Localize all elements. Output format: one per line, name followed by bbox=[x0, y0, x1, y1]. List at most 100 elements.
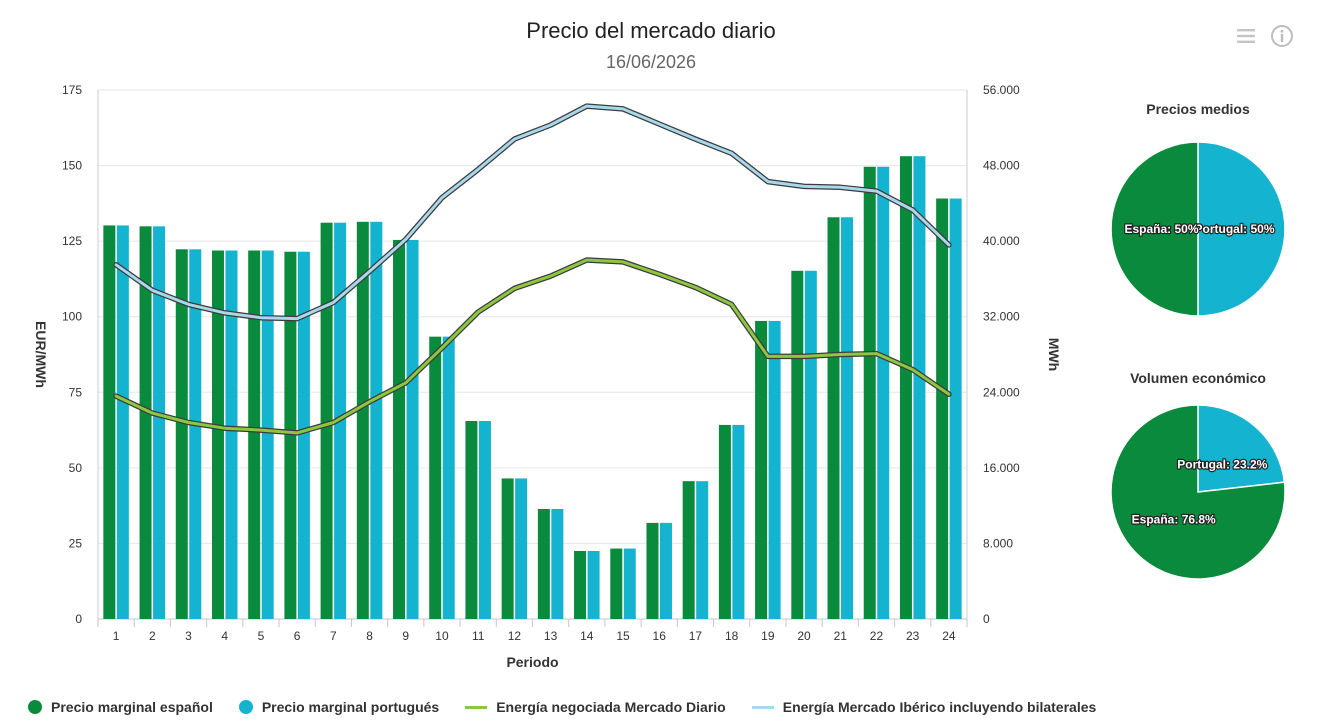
bar-spain bbox=[175, 249, 188, 619]
y2-tick-label: 32.000 bbox=[983, 310, 1020, 324]
line-energia-iberico bbox=[114, 104, 951, 321]
bar-spain bbox=[863, 166, 876, 619]
x-tick-label: 16 bbox=[653, 629, 667, 643]
pie-slice-label: España: 76.8% bbox=[1132, 512, 1216, 526]
chart-subtitle: 16/06/2026 bbox=[605, 52, 697, 72]
bar-spain bbox=[501, 478, 514, 619]
y-tick-label: 50 bbox=[69, 461, 83, 475]
legend-marker-dot bbox=[28, 700, 42, 714]
legend-item[interactable]: Precio marginal portugués bbox=[238, 699, 440, 715]
y-tick-label: 25 bbox=[69, 536, 83, 550]
pie-chart: Precios medios Portugal: 50%España: 50% bbox=[1110, 101, 1286, 317]
y2-tick-label: 24.000 bbox=[983, 385, 1020, 399]
x-tick-label: 12 bbox=[508, 629, 522, 643]
hamburger-menu-icon[interactable] bbox=[1234, 24, 1258, 48]
x-tick-label: 7 bbox=[330, 629, 337, 643]
pie-slice-label: Portugal: 23.2% bbox=[1177, 458, 1267, 472]
x-tick-label: 13 bbox=[544, 629, 558, 643]
line-series bbox=[113, 103, 952, 322]
y2-tick-label: 56.000 bbox=[983, 83, 1020, 97]
y-tick-label: 150 bbox=[62, 159, 82, 173]
legend-marker-dot bbox=[238, 700, 253, 714]
bar-series bbox=[116, 156, 962, 620]
pie-slice bbox=[1197, 404, 1286, 493]
y-tick-label: 0 bbox=[75, 612, 82, 626]
line-outline bbox=[113, 103, 952, 322]
chart-title: Precio del mercado diario bbox=[526, 18, 776, 43]
chart-canvas: 025507510012515017508.00016.00024.00032.… bbox=[33, 83, 1286, 670]
pie-slice-label: Portugal: 50% bbox=[1194, 222, 1274, 236]
y2-tick-label: 0 bbox=[983, 612, 990, 626]
pie-slice bbox=[1110, 404, 1286, 580]
bar-portugal bbox=[370, 221, 383, 619]
x-tick-label: 21 bbox=[834, 629, 848, 643]
bar-portugal bbox=[261, 250, 274, 619]
bar-portugal bbox=[297, 251, 310, 620]
legend-marker-line bbox=[465, 705, 488, 709]
bar-portugal bbox=[189, 249, 202, 619]
y2-tick-label: 8.000 bbox=[983, 536, 1013, 550]
bar-spain bbox=[610, 548, 623, 619]
x-tick-label: 6 bbox=[294, 629, 301, 643]
bar-portugal bbox=[659, 522, 672, 619]
bar-portugal bbox=[841, 217, 854, 620]
x-tick-label: 1 bbox=[113, 629, 120, 643]
bar-spain bbox=[936, 198, 949, 619]
x-tick-label: 20 bbox=[797, 629, 811, 643]
y-tick-label: 100 bbox=[62, 310, 82, 324]
bar-portugal bbox=[515, 478, 528, 619]
bar-spain bbox=[537, 508, 550, 619]
bar-spain bbox=[899, 156, 912, 620]
bar-spain bbox=[393, 239, 406, 619]
legend-label: Precio marginal portugués bbox=[261, 699, 440, 715]
bar-portugal bbox=[768, 320, 781, 619]
x-tick-label: 2 bbox=[149, 629, 156, 643]
bar-spain bbox=[574, 550, 587, 619]
chart-legend: Precio marginal español Precio marginal p… bbox=[28, 697, 1122, 717]
y-tick-label: 125 bbox=[62, 234, 82, 248]
x-tick-label: 18 bbox=[725, 629, 739, 643]
pie-slice-label: España: 50% bbox=[1124, 222, 1198, 236]
bar-spain bbox=[211, 250, 224, 619]
bar-spain bbox=[718, 424, 731, 619]
y2-tick-label: 48.000 bbox=[983, 159, 1020, 173]
legend-label: Precio marginal español bbox=[51, 699, 213, 715]
line-series bbox=[113, 257, 952, 436]
x-tick-label: 14 bbox=[580, 629, 594, 643]
bar-spain bbox=[465, 421, 478, 619]
pie-title: Volumen económico bbox=[1130, 370, 1266, 386]
bar-portugal bbox=[913, 156, 926, 620]
bar-spain bbox=[827, 217, 840, 620]
legend-item[interactable]: Precio marginal español bbox=[28, 699, 213, 715]
bar-portugal bbox=[732, 424, 745, 619]
info-icon[interactable] bbox=[1270, 24, 1294, 48]
bar-portugal bbox=[587, 550, 600, 619]
bar-portugal bbox=[623, 548, 636, 619]
x-tick-label: 19 bbox=[761, 629, 775, 643]
bar-spain bbox=[284, 251, 297, 620]
bar-spain bbox=[103, 225, 116, 619]
bar-portugal bbox=[442, 336, 455, 619]
x-tick-label: 24 bbox=[942, 629, 956, 643]
x-tick-label: 22 bbox=[870, 629, 884, 643]
bar-spain bbox=[320, 222, 333, 619]
bar-spain bbox=[755, 320, 768, 619]
legend-marker-line bbox=[751, 705, 774, 709]
legend-item[interactable]: Energía negociada Mercado Diario bbox=[465, 699, 726, 715]
bar-spain bbox=[139, 226, 152, 619]
legend-label: Energía negociada Mercado Diario bbox=[496, 699, 726, 715]
x-tick-label: 15 bbox=[616, 629, 630, 643]
y-axis-title: EUR/MWh bbox=[33, 321, 49, 388]
bar-spain bbox=[356, 221, 369, 619]
y2-tick-label: 40.000 bbox=[983, 234, 1020, 248]
x-tick-label: 23 bbox=[906, 629, 920, 643]
bar-portugal bbox=[551, 508, 564, 619]
x-tick-label: 11 bbox=[472, 629, 485, 643]
x-tick-label: 3 bbox=[185, 629, 192, 643]
legend-item[interactable]: Energía Mercado Ibérico incluyendo bilat… bbox=[751, 699, 1096, 715]
line-outline bbox=[113, 257, 952, 436]
x-tick-label: 4 bbox=[221, 629, 228, 643]
bar-spain bbox=[791, 270, 804, 619]
bar-spain bbox=[429, 336, 442, 619]
bar-portugal bbox=[696, 481, 709, 619]
